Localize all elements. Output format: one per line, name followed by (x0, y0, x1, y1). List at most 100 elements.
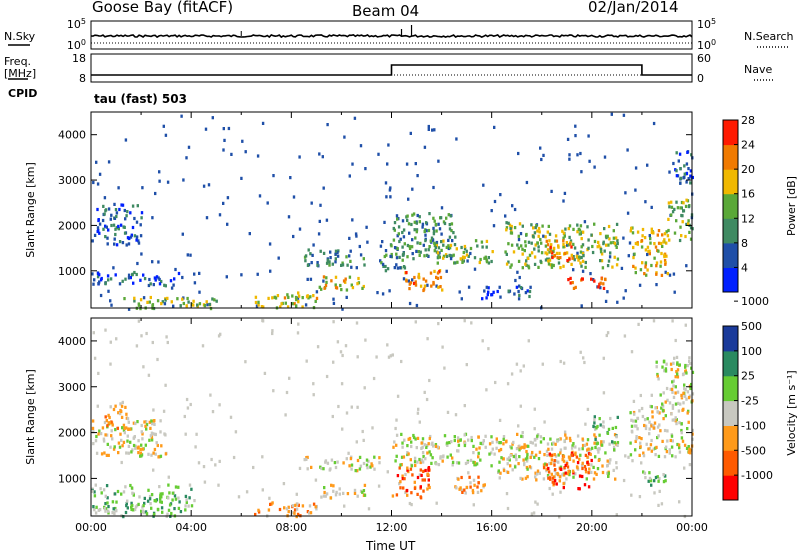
scatter-cell (683, 164, 686, 168)
scatter-cell (424, 239, 427, 243)
scatter-cell (603, 227, 606, 231)
scatter-cell (121, 203, 125, 207)
scatter-cell (561, 473, 564, 477)
scatter-cell (569, 239, 573, 243)
scatter-cell (584, 467, 587, 471)
scatter-cell (540, 241, 543, 245)
scatter-cell (94, 483, 97, 487)
scatter-cell (420, 458, 424, 462)
scatter-cell (659, 429, 662, 433)
scatter-cell (441, 288, 444, 292)
scatter-cell (557, 438, 561, 442)
scatter-cell (587, 246, 590, 250)
scatter-cell (131, 491, 134, 495)
scatter-cell (466, 460, 469, 464)
scatter-cell (584, 422, 587, 426)
scatter-cell (674, 375, 677, 379)
scatter-cell (170, 286, 174, 290)
scatter-cell (640, 461, 643, 465)
scatter-cell (399, 266, 402, 270)
scatter-cell (131, 448, 134, 452)
scatter-cell (579, 250, 583, 254)
scatter-cell (657, 229, 661, 233)
scatter-cell (325, 276, 328, 280)
scatter-cell (578, 447, 581, 451)
scatter-cell (657, 454, 661, 458)
scatter-cell (534, 453, 538, 457)
scatter-cell (454, 413, 458, 417)
scatter-cell (316, 345, 320, 349)
scatter-cell (538, 471, 541, 475)
scatter-cell (569, 439, 572, 443)
scatter-cell (687, 222, 690, 226)
scatter-cell (657, 249, 660, 253)
scatter-cell (529, 455, 532, 459)
scatter-cell (464, 491, 467, 495)
scatter-cell (603, 249, 606, 253)
scatter-cell (359, 253, 363, 257)
scatter-cell (676, 361, 679, 365)
scatter-cell (606, 234, 609, 238)
scatter-cell (402, 486, 405, 490)
scatter-cell (432, 444, 435, 448)
scatter-cell (568, 224, 572, 228)
scatter-cell (461, 255, 465, 259)
scatter-cell (594, 435, 597, 440)
scatter-cell (664, 400, 667, 404)
scatter-cell (145, 423, 149, 427)
scatter-cell (386, 343, 389, 347)
scatter-cell (203, 480, 207, 484)
scatter-cell (544, 462, 547, 466)
scatter-cell (491, 440, 494, 444)
scatter-cell (624, 289, 627, 293)
scatter-cell (548, 486, 551, 491)
scatter-cell (309, 277, 313, 281)
scatter-cell (559, 490, 562, 494)
scatter-cell (435, 462, 438, 466)
scatter-cell (457, 439, 460, 443)
scatter-cell (450, 229, 453, 233)
scatter-cell (96, 275, 100, 279)
scatter-cell (115, 211, 119, 215)
scatter-cell (312, 393, 315, 397)
scatter-cell (584, 265, 587, 269)
scatter-cell (100, 491, 103, 495)
scatter-cell (642, 451, 645, 455)
panel-3-pixels (91, 318, 695, 519)
scatter-cell (107, 228, 110, 232)
scatter-cell (441, 459, 444, 463)
scatter-cell (314, 478, 318, 482)
scatter-cell (581, 437, 584, 441)
scatter-cell (662, 391, 665, 395)
scatter-cell (624, 191, 627, 195)
scatter-cell (657, 377, 660, 381)
scatter-cell (106, 496, 109, 500)
scatter-cell (633, 252, 636, 256)
scatter-cell (406, 218, 409, 222)
scatter-cell (530, 453, 533, 457)
scatter-cell (433, 243, 437, 248)
scatter-cell (384, 269, 388, 273)
scatter-cell (590, 277, 593, 281)
scatter-cell (689, 181, 692, 185)
scatter-cell (681, 220, 684, 224)
scatter-cell (568, 235, 571, 239)
scatter-cell (406, 468, 409, 472)
scatter-cell (436, 251, 440, 255)
scatter-cell (670, 387, 674, 391)
scatter-cell (120, 438, 123, 442)
scatter-cell (127, 451, 130, 455)
scatter-cell (685, 446, 689, 450)
scatter-cell (173, 507, 176, 511)
scatter-cell (158, 282, 162, 286)
scatter-cell (414, 320, 417, 324)
scatter-cell (103, 451, 106, 455)
scatter-cell (413, 275, 416, 280)
scatter-cell (580, 304, 583, 308)
scatter-cell (648, 234, 651, 238)
scatter-cell (499, 471, 502, 475)
scatter-cell (549, 245, 552, 249)
scatter-cell (684, 365, 687, 369)
scatter-cell (256, 272, 259, 276)
scatter-cell (362, 461, 366, 466)
